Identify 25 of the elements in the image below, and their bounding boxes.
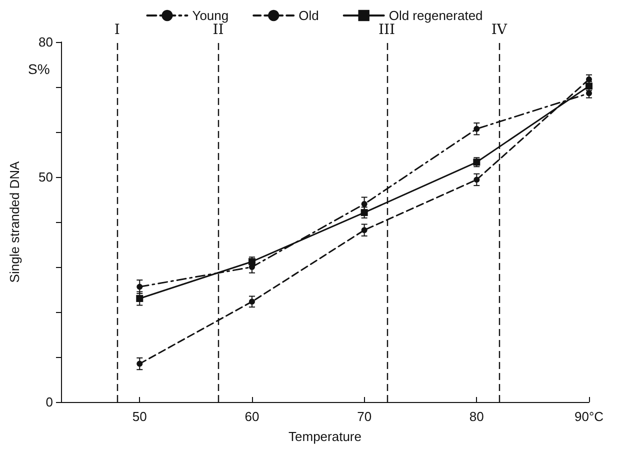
text: S% xyxy=(28,61,50,77)
x-tick-label: 90°C xyxy=(574,409,604,424)
x-tick-label: 50 xyxy=(132,409,147,424)
x-tick-label: 80 xyxy=(469,409,484,424)
y-tick-label: 50 xyxy=(38,170,53,184)
legend-label: Old regenerated xyxy=(388,8,483,23)
y-axis-title: Single stranded DNA xyxy=(7,160,22,283)
legend-label: Young xyxy=(192,8,229,23)
legend-label: Old xyxy=(298,8,319,23)
ref-line-label: III xyxy=(378,22,396,38)
point xyxy=(361,227,368,234)
point xyxy=(136,360,143,367)
y-tick-label: 0 xyxy=(46,394,53,410)
x-tick-label: 60 xyxy=(244,409,260,424)
point xyxy=(474,126,480,132)
ref-line-label: II xyxy=(212,22,224,38)
y-tick-label: 80 xyxy=(38,34,53,50)
point xyxy=(136,284,143,290)
point xyxy=(360,209,368,216)
x-axis-title: Temperature xyxy=(288,429,362,444)
ref-line-label: IV xyxy=(491,22,508,38)
ref-line-label: I xyxy=(114,22,120,38)
x-tick-label: 70 xyxy=(357,409,372,424)
point xyxy=(474,176,480,183)
point xyxy=(248,298,255,305)
